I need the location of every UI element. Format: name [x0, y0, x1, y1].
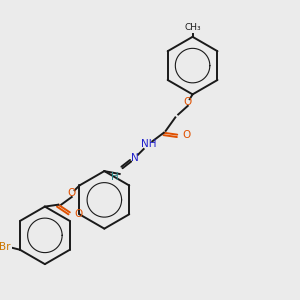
- Text: H: H: [111, 172, 119, 182]
- Text: O: O: [75, 209, 83, 219]
- Text: CH₃: CH₃: [184, 23, 201, 32]
- Text: O: O: [68, 188, 76, 198]
- Text: N: N: [131, 153, 139, 163]
- Text: O: O: [182, 130, 190, 140]
- Text: O: O: [184, 97, 192, 107]
- Text: Br: Br: [0, 242, 11, 252]
- Text: NH: NH: [141, 139, 156, 149]
